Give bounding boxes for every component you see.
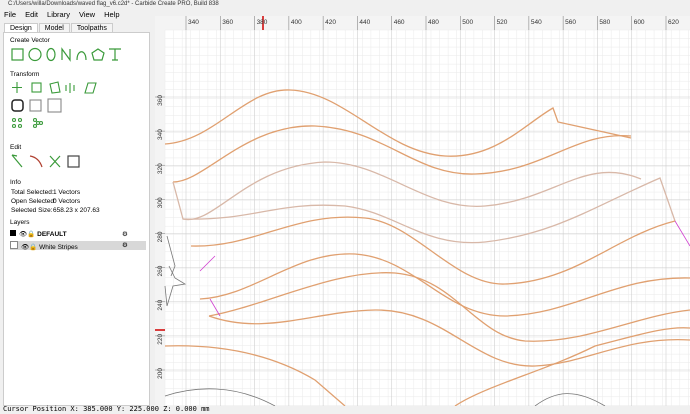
info-value: 1 Vectors xyxy=(53,189,81,196)
stripe xyxy=(208,309,690,367)
menu-item[interactable]: File xyxy=(4,10,17,19)
info-value: 658.23 x 207.63 xyxy=(53,207,100,214)
ruler-label: 620 xyxy=(668,19,679,26)
tool-offset[interactable] xyxy=(11,99,24,112)
tool-node[interactable] xyxy=(11,154,23,168)
ruler-label: 440 xyxy=(359,19,370,26)
ruler-label: 420 xyxy=(325,19,336,26)
create-tools xyxy=(11,47,121,62)
menu-item[interactable]: View xyxy=(78,10,96,19)
ruler-label: 340 xyxy=(188,19,199,26)
info-label: Open Selected: xyxy=(11,198,56,205)
stripe xyxy=(172,125,632,183)
tool-curve[interactable] xyxy=(76,51,87,61)
ruler-label: 540 xyxy=(531,19,542,26)
transform-tools xyxy=(11,81,97,129)
tool-polyline[interactable] xyxy=(61,47,71,62)
ruler-label: 520 xyxy=(497,19,508,26)
status-bar: Cursor Position X: 385.000 Y: 225.000 Z:… xyxy=(3,405,210,413)
side-panel: Create Vector Transform Edit xyxy=(3,32,150,406)
ruler-label: 560 xyxy=(565,19,576,26)
tool-polygon[interactable] xyxy=(91,48,105,61)
info-value: 0 Vectors xyxy=(53,198,81,205)
section-title: Transform xyxy=(10,71,40,78)
tool-trim[interactable] xyxy=(29,155,43,168)
star-shape xyxy=(166,235,176,277)
ruler-label: 220 xyxy=(157,334,164,345)
stripe xyxy=(199,253,690,317)
ruler-label: 200 xyxy=(157,368,164,379)
selection-handle xyxy=(199,220,690,317)
menu-item[interactable]: Edit xyxy=(25,10,39,19)
canvas[interactable]: 340 360 380 400 420 440 460 480 500 520 540 560 580 6… xyxy=(155,16,690,406)
ruler-label: 300 xyxy=(157,197,164,208)
tool-text[interactable] xyxy=(109,48,121,61)
tool-group[interactable] xyxy=(47,98,62,113)
ruler-label: 400 xyxy=(291,19,302,26)
info-label: Selected Size: xyxy=(11,207,53,214)
tool-move[interactable] xyxy=(12,82,22,93)
menu-bar: File Edit Library View Help xyxy=(4,10,129,19)
ruler-label: 360 xyxy=(157,95,164,106)
stripe xyxy=(164,327,690,406)
tool-scale[interactable] xyxy=(31,82,42,93)
stripe xyxy=(164,89,632,157)
left-ruler xyxy=(155,16,165,406)
tool-circle[interactable] xyxy=(28,47,42,62)
section-title: Info xyxy=(10,179,21,186)
layer-settings[interactable]: ⚙ xyxy=(122,231,128,238)
layer-color xyxy=(10,230,16,236)
info-label: Total Selected: xyxy=(11,189,54,196)
ruler-label: 360 xyxy=(222,19,233,26)
window-title: C:/Users/willa/Downloads/waved flag_v6.c… xyxy=(8,1,219,7)
outline xyxy=(164,388,606,406)
ruler-label: 280 xyxy=(157,231,164,242)
ruler-label: 380 xyxy=(257,19,268,26)
layer-name: White Stripes xyxy=(39,244,78,251)
layer-settings[interactable]: ⚙ xyxy=(122,242,128,249)
star-shape xyxy=(164,265,187,307)
tool-align[interactable] xyxy=(29,99,42,112)
layer-row[interactable]: 👁🔒 DEFAULT ⚙ xyxy=(10,230,146,239)
ruler-label: 320 xyxy=(157,163,164,174)
stripe xyxy=(182,177,676,244)
ruler-label: 580 xyxy=(599,19,610,26)
stripes xyxy=(164,89,690,406)
tool-skew[interactable] xyxy=(84,82,97,94)
tool-rotate[interactable] xyxy=(49,81,61,94)
ruler-label: 240 xyxy=(157,299,164,310)
stripe xyxy=(172,161,642,221)
stripe xyxy=(208,272,690,342)
ruler-label: 260 xyxy=(157,265,164,276)
tool-mirror[interactable] xyxy=(65,83,75,93)
tool-cut[interactable] xyxy=(49,155,61,168)
ruler-label: 480 xyxy=(428,19,439,26)
layer-color xyxy=(10,241,18,249)
ruler-label: 600 xyxy=(634,19,645,26)
layer-name: DEFAULT xyxy=(37,231,67,238)
ruler-label: 500 xyxy=(462,19,473,26)
tool-rect[interactable] xyxy=(11,48,24,61)
section-title: Create Vector xyxy=(10,37,50,44)
design-view: 340 360 380 400 420 440 460 480 500 520 540 560 580 6… xyxy=(155,16,690,406)
section-title: Edit xyxy=(10,144,22,151)
edit-tools xyxy=(11,154,80,168)
menu-item[interactable]: Help xyxy=(104,10,120,19)
section-title: Layers xyxy=(10,219,30,226)
menu-item[interactable]: Library xyxy=(47,10,70,19)
layer-row[interactable]: 👁🔒 White Stripes ⚙ xyxy=(10,241,146,251)
ruler-label: 340 xyxy=(157,129,164,140)
stripe xyxy=(190,216,676,285)
tool-ellipse[interactable] xyxy=(46,47,56,62)
ruler-label: 460 xyxy=(394,19,405,26)
tool-join[interactable] xyxy=(67,155,80,168)
